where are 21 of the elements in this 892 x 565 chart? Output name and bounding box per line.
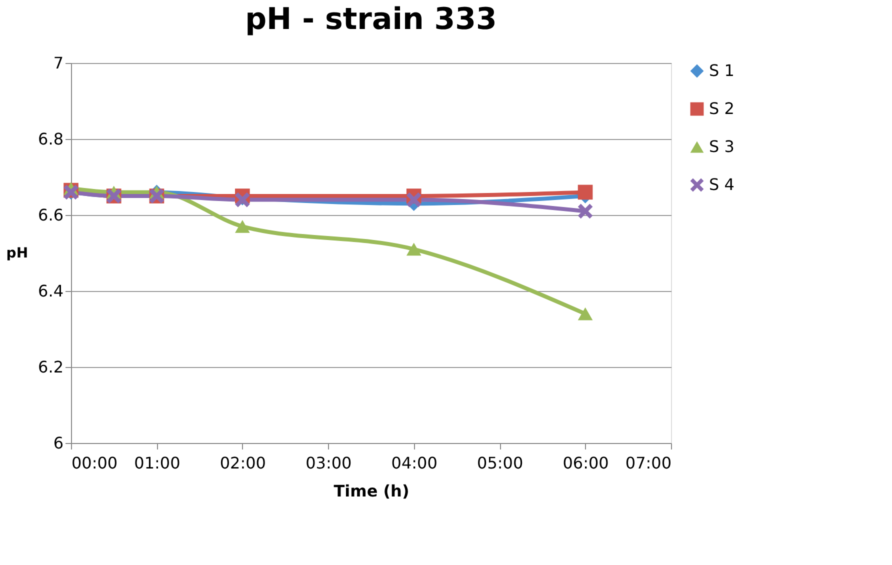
- chart-title: pH - strain 333: [245, 2, 497, 37]
- x-tick-label: 02:00: [220, 454, 266, 472]
- x-tick-label: 05:00: [477, 454, 524, 472]
- x-tick-label: 04:00: [391, 454, 438, 472]
- x-tick-label: 06:00: [562, 454, 609, 472]
- y-tick-label: 6.8: [38, 130, 64, 148]
- y-tick-label: 7: [53, 54, 64, 72]
- x-tick-label: 03:00: [306, 454, 352, 472]
- x-tick-label: 00:00: [72, 454, 118, 472]
- y-tick-label: 6.4: [38, 282, 64, 300]
- legend-label: S 2: [709, 99, 734, 118]
- y-tick-label: 6: [53, 434, 64, 452]
- y-tick-label: 6.6: [38, 206, 64, 224]
- y-axis-title: pH: [6, 246, 28, 262]
- x-tick-label: 07:00: [625, 454, 672, 472]
- y-tick-label: 6.2: [38, 358, 64, 376]
- legend-label: S 4: [709, 175, 734, 194]
- x-axis-title: Time (h): [334, 482, 410, 500]
- legend-label: S 1: [709, 61, 734, 80]
- x-tick-label: 01:00: [134, 454, 180, 472]
- legend-label: S 3: [709, 137, 734, 156]
